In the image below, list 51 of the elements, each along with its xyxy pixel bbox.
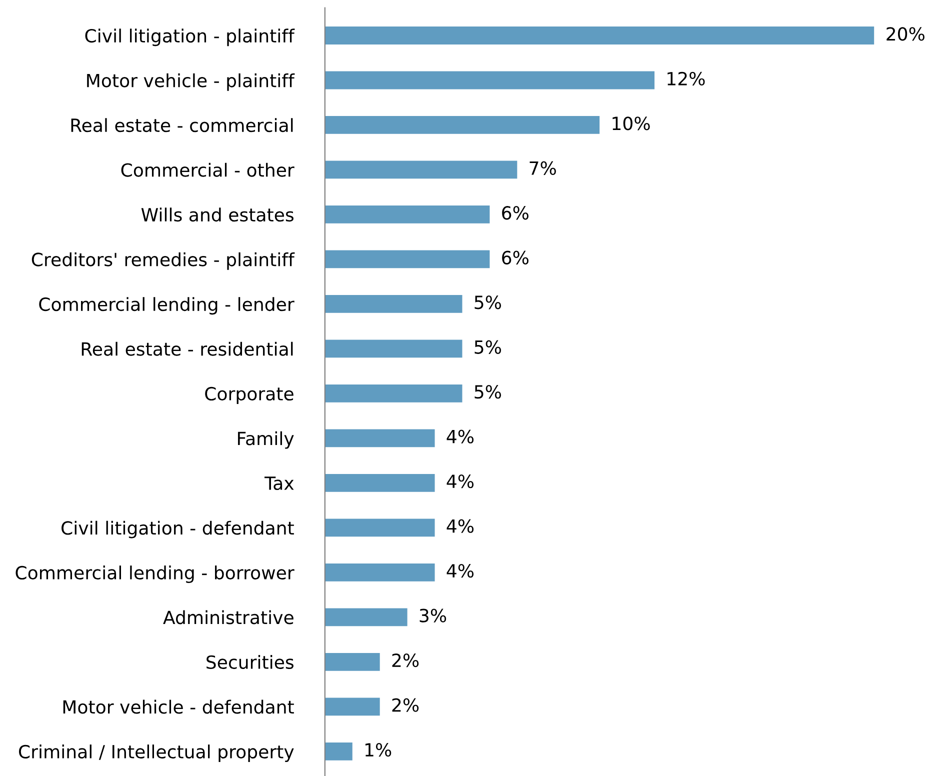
data-label: 5%	[474, 296, 501, 310]
y-tick-label: Creditors' remedies - plaintiff	[32, 252, 295, 270]
y-tick-label: Real estate - commercial	[71, 118, 293, 132]
y-tick-label: Administrative	[163, 610, 294, 624]
bar	[324, 295, 462, 313]
bar	[324, 518, 435, 537]
y-tick-label: Civil litigation - plaintiff	[85, 28, 295, 46]
data-label: 10%	[612, 116, 650, 130]
bar	[324, 26, 874, 44]
data-label: 7%	[530, 161, 556, 175]
data-label: 4%	[446, 564, 474, 578]
data-label: 6%	[502, 206, 528, 220]
y-tick-label: Wills and estates	[141, 208, 294, 222]
bar	[324, 563, 435, 582]
y-tick-label: Real estate - residential	[82, 342, 293, 356]
y-tick-label: Civil litigation - defendant	[62, 520, 294, 538]
bar	[324, 116, 600, 134]
bar	[324, 474, 435, 492]
y-tick-label: Commercial lending - borrower	[16, 566, 294, 584]
bar	[324, 652, 380, 671]
bar	[324, 742, 352, 760]
data-label: 2%	[392, 698, 419, 712]
bar	[324, 250, 490, 268]
data-label: 12%	[668, 72, 705, 86]
data-label: 5%	[474, 385, 501, 399]
y-tick-label: Securities	[206, 655, 294, 670]
bar	[324, 608, 408, 626]
bar	[324, 698, 380, 716]
y-tick-label: Motor vehicle - plaintiff	[87, 73, 295, 91]
y-tick-label: Tax	[264, 476, 294, 490]
bar	[324, 160, 518, 179]
bar	[324, 384, 462, 402]
data-label: 2%	[392, 653, 419, 668]
y-tick-label: Motor vehicle - defendant	[63, 700, 294, 714]
data-label: 3%	[420, 608, 446, 622]
y-tick-label: Commercial lending - lender	[39, 297, 294, 315]
bar	[324, 340, 462, 358]
y-tick-label: Corporate	[205, 386, 294, 404]
data-label: 6%	[502, 250, 528, 264]
data-label: 1%	[365, 742, 392, 757]
bar	[324, 71, 654, 90]
y-tick-label: Commercial - other	[121, 162, 294, 177]
data-label: 5%	[474, 340, 501, 354]
bar	[324, 429, 435, 448]
bar	[324, 206, 490, 224]
data-label: 4%	[446, 430, 474, 444]
data-label: 4%	[446, 519, 474, 533]
data-label: 20%	[886, 27, 924, 41]
y-tick-label: Criminal / Intellectual property	[18, 744, 294, 762]
data-label: 4%	[446, 474, 474, 488]
y-tick-label: Family	[238, 431, 294, 449]
